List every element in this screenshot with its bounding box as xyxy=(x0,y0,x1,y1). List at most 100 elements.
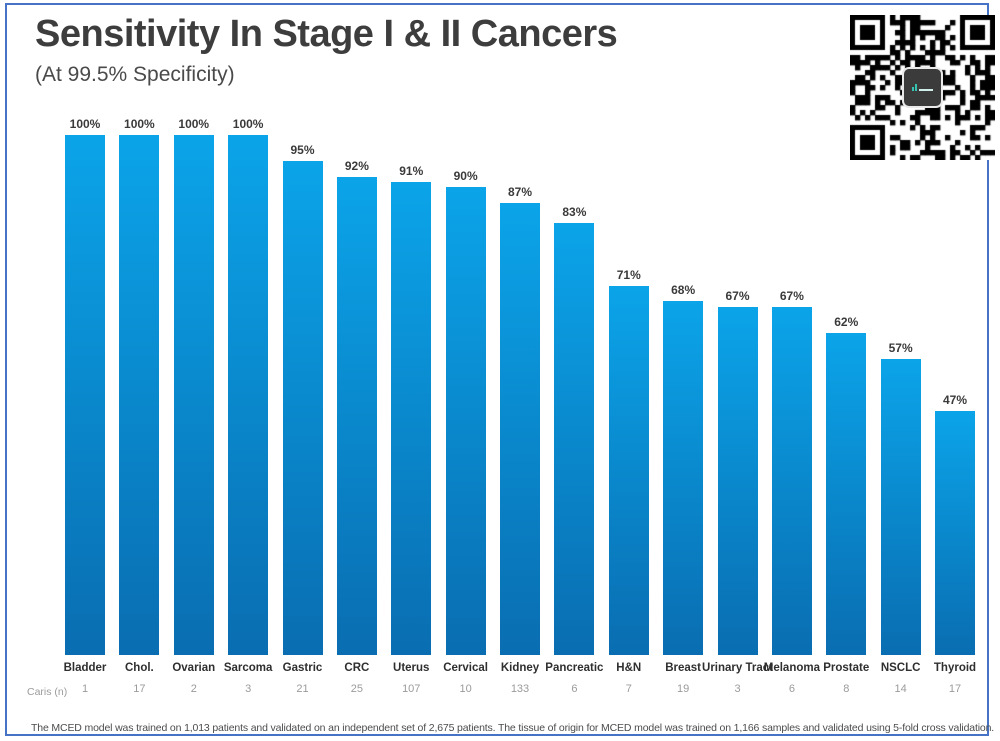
bar-column: 62% Prostate 8 xyxy=(822,117,870,695)
qr-center-logo-icon xyxy=(902,67,943,108)
bar-column: 92% CRC 25 xyxy=(333,117,381,695)
bar-n-value: 6 xyxy=(788,683,795,695)
bar xyxy=(880,358,921,655)
bar xyxy=(663,301,704,655)
bar-column: 100% Chol. 17 xyxy=(115,117,163,695)
bar-column: 57% NSCLC 14 xyxy=(877,117,925,695)
bar-category-label: Melanoma xyxy=(763,662,820,674)
bar-n-value: 6 xyxy=(571,683,578,695)
bar-stack: 67% xyxy=(717,117,758,655)
bar-column: 91% Uterus 107 xyxy=(387,117,435,695)
bar-stack: 100% xyxy=(65,117,105,655)
bar-category-label: NSCLC xyxy=(880,662,921,674)
bar-value-label: 68% xyxy=(671,283,696,298)
bar-column: 83% Pancreatic 6 xyxy=(545,117,603,695)
bar xyxy=(65,135,105,655)
page-subtitle: (At 99.5% Specificity) xyxy=(35,63,235,86)
bar-value-label: 100% xyxy=(69,117,101,131)
bar-stack: 92% xyxy=(336,117,377,655)
bar-value-label: 83% xyxy=(562,205,587,220)
bar-stack: 90% xyxy=(445,117,486,655)
bar-n-value: 17 xyxy=(948,683,962,695)
bar-value-label: 57% xyxy=(888,340,913,355)
bar-value-label: 87% xyxy=(507,184,533,199)
bar-value-label: 92% xyxy=(344,158,369,173)
bar-column: 67% Melanoma 6 xyxy=(764,117,820,695)
bar-n-value: 8 xyxy=(843,683,850,695)
footnote: The MCED model was trained on 1,013 pati… xyxy=(31,722,995,734)
bar-stack: 68% xyxy=(663,117,704,655)
bar xyxy=(500,202,540,655)
bar-column: 100% Bladder 1 xyxy=(61,117,109,695)
bar-n-value: 1 xyxy=(81,683,89,695)
bar-stack: 47% xyxy=(935,117,975,655)
bar-value-label: 95% xyxy=(290,143,315,157)
bar xyxy=(282,161,323,655)
bar-column: 95% Gastric 21 xyxy=(279,117,327,695)
qr-code-icon xyxy=(850,15,995,160)
bar-n-value: 7 xyxy=(625,683,632,695)
bar-category-label: Thyroid xyxy=(933,662,977,674)
bar-n-value: 19 xyxy=(677,683,690,695)
bar xyxy=(826,332,867,655)
bar-category-label: Chol. xyxy=(125,662,154,674)
bar-value-label: 67% xyxy=(779,288,804,303)
bar-value-label: 67% xyxy=(725,288,750,303)
bar-category-label: Ovarian xyxy=(172,662,216,674)
bar-n-value: 25 xyxy=(350,683,363,695)
bar-category-label: Prostate xyxy=(823,662,870,674)
bar-value-label: 100% xyxy=(178,117,210,131)
bar-stack: 83% xyxy=(554,117,595,655)
bar xyxy=(445,187,486,655)
caris-n-label: Caris (n) xyxy=(27,686,68,698)
page-frame: Sensitivity In Stage I & II Cancers (At … xyxy=(5,3,995,736)
bar-column: 87% Kidney 133 xyxy=(496,117,544,695)
bar-category-label: Bladder xyxy=(63,662,107,674)
bar xyxy=(173,135,214,655)
bar-stack: 62% xyxy=(826,117,867,655)
bar-stack: 67% xyxy=(771,117,812,655)
bar-column: 90% Cervical 10 xyxy=(442,117,490,695)
bar xyxy=(717,306,758,655)
bar-stack: 100% xyxy=(119,117,160,655)
bar-value-label: 100% xyxy=(124,117,155,131)
bar-category-label: H&N xyxy=(616,662,642,674)
bar-n-value: 3 xyxy=(734,683,741,695)
bar-category-label: Uterus xyxy=(393,662,430,674)
bar-category-label: Gastric xyxy=(282,662,323,674)
bar-n-value: 10 xyxy=(459,683,472,695)
bar-value-label: 71% xyxy=(616,267,641,282)
bar-n-value: 3 xyxy=(245,683,252,695)
bar-value-label: 62% xyxy=(834,314,859,329)
bar-chart: 100% Bladder 1 100% Chol. 17 100% Ovarian 2 100% S… xyxy=(61,117,979,697)
bar xyxy=(608,285,649,655)
page-title: Sensitivity In Stage I & II Cancers xyxy=(35,13,618,55)
bar-column: 100% Sarcoma 3 xyxy=(224,117,273,695)
bar-n-value: 2 xyxy=(190,683,197,695)
bar-n-value: 133 xyxy=(510,683,530,695)
bar-value-label: 90% xyxy=(453,169,478,183)
bar-category-label: Urinary Tract xyxy=(702,662,773,674)
bar-column: 68% Breast 19 xyxy=(659,117,707,695)
bar-n-value: 14 xyxy=(894,683,907,695)
qr-logo-mark xyxy=(912,84,933,91)
bar-column: 100% Ovarian 2 xyxy=(170,117,218,695)
bar-stack: 100% xyxy=(228,117,269,655)
bar-category-label: CRC xyxy=(344,662,370,674)
bar-stack: 91% xyxy=(391,117,432,655)
bar-n-value: 21 xyxy=(296,683,309,695)
bar-column: 71% H&N 7 xyxy=(605,117,653,695)
bar-stack: 95% xyxy=(282,117,323,655)
bar-value-label: 100% xyxy=(232,117,264,131)
bar xyxy=(336,176,377,655)
bar-category-label: Kidney xyxy=(500,662,540,674)
bar-stack: 87% xyxy=(500,117,540,655)
bar xyxy=(554,223,595,655)
bar-category-label: Pancreatic xyxy=(545,662,604,674)
bar xyxy=(228,135,269,655)
bar-column: 67% Urinary Tract 3 xyxy=(702,117,773,695)
bar-n-value: 107 xyxy=(402,683,421,695)
bar xyxy=(771,306,812,655)
bar-n-value: 17 xyxy=(133,683,146,695)
bar-value-label: 91% xyxy=(399,163,424,178)
